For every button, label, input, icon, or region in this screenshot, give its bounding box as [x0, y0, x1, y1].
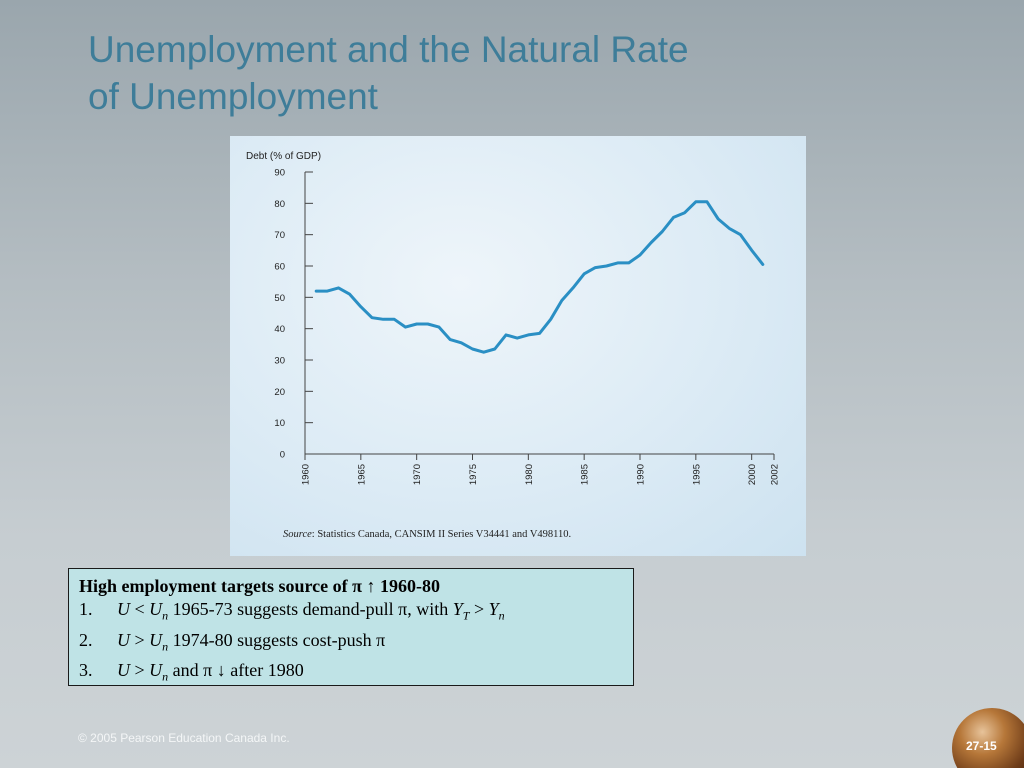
item-text: U > Un 1974-80 suggests cost-push π [117, 629, 386, 654]
notes-item-1: 1. U < Un 1965-73 suggests demand-pull π… [79, 597, 623, 628]
y-tick-label: 50 [274, 293, 285, 304]
item-number: 2. [79, 629, 93, 650]
item-text: U > Un and π ↓ after 1980 [117, 660, 304, 684]
slide-title-line-2: of Unemployment [88, 76, 378, 117]
page-number: 27-15 [966, 739, 997, 753]
x-tick-label: 1960 [301, 464, 312, 485]
notes-item-2: 2. U > Un 1974-80 suggests cost-push π [79, 628, 623, 659]
x-tick-label: 1990 [636, 464, 647, 485]
y-tick-label: 40 [274, 324, 285, 335]
x-tick-label: 2000 [747, 464, 758, 485]
source-label: Source: Statistics Canada, CANSIM II Ser… [283, 529, 571, 540]
y-tick-label: 80 [274, 199, 285, 210]
series-line [314, 200, 765, 354]
copyright-footer: © 2005 Pearson Education Canada Inc. [78, 731, 290, 745]
notes-heading: High employment targets source of π ↑ 19… [79, 576, 440, 596]
decorative-sphere [952, 708, 1024, 768]
chart-panel: Debt (% of GDP) Source: Statistics Canad… [230, 136, 806, 556]
x-tick-label: 2002 [770, 464, 781, 485]
debt-line-chart: Debt (% of GDP) Source: Statistics Canad… [246, 151, 781, 540]
x-tick-label: 1995 [691, 464, 702, 485]
source-label-italic: Source [283, 529, 312, 540]
y-tick-label: 30 [274, 356, 285, 367]
x-tick-label: 1975 [468, 464, 479, 485]
x-tick-label: 1980 [524, 464, 535, 485]
y-tick-label: 0 [280, 450, 285, 461]
x-tick-label: 1970 [412, 464, 423, 485]
item-number: 3. [79, 660, 93, 681]
item-number: 1. [79, 599, 93, 619]
item-text: U < Un 1965-73 suggests demand-pull π, w… [117, 599, 505, 623]
notes-item-3: 3. U > Un and π ↓ after 1980 [79, 658, 623, 689]
x-tick-label: 1965 [356, 464, 367, 485]
notes-box: High employment targets source of π ↑ 19… [68, 568, 634, 686]
source-text: : Statistics Canada, CANSIM II Series V3… [312, 529, 571, 540]
slide-title-line-1: Unemployment and the Natural Rate [88, 29, 689, 70]
y-axis-title: Debt (% of GDP) [246, 151, 321, 162]
y-tick-label: 60 [274, 262, 285, 273]
slide-title: Unemployment and the Natural Rate of Une… [88, 26, 908, 120]
y-tick-label: 90 [274, 168, 285, 179]
y-tick-label: 10 [274, 418, 285, 429]
x-tick-label: 1985 [580, 464, 591, 485]
y-tick-label: 20 [274, 387, 285, 398]
y-tick-label: 70 [274, 230, 285, 241]
page-number-badge: 27-15 [946, 706, 1024, 768]
